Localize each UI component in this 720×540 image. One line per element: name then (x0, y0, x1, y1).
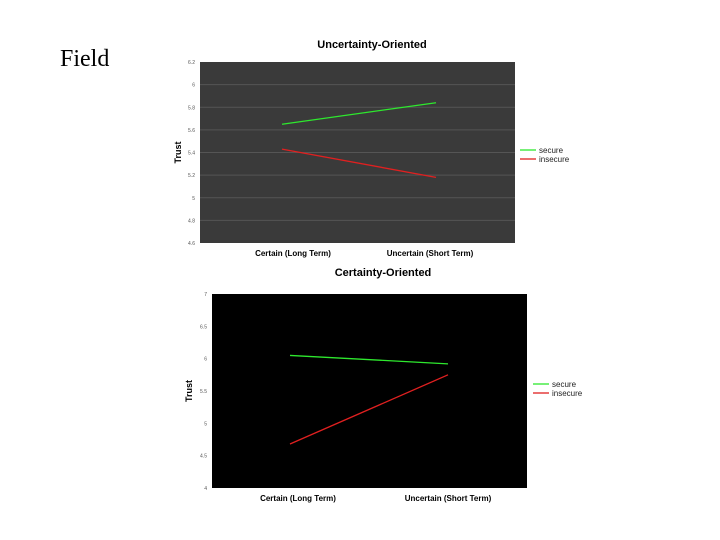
legend-label-insecure: insecure (539, 155, 570, 164)
y-tick-label: 7 (204, 292, 207, 298)
y-tick-label: 5.4 (188, 151, 195, 157)
legend-label-secure: secure (539, 146, 564, 155)
slide-title: Field (60, 46, 110, 72)
y-tick-label: 4.5 (200, 454, 207, 460)
y-tick-label: 5 (204, 421, 207, 427)
chart-title: Certainty-Oriented (335, 267, 432, 279)
y-tick-label: 6 (192, 83, 195, 89)
chart-title: Uncertainty-Oriented (317, 39, 426, 51)
y-tick-label: 5.5 (200, 389, 207, 395)
plot-area (212, 294, 527, 488)
y-tick-label: 6.2 (188, 60, 195, 66)
y-axis-label: Trust (184, 380, 194, 402)
y-tick-label: 5 (192, 196, 195, 202)
y-tick-label: 6.5 (200, 324, 207, 330)
legend-label-insecure: insecure (552, 389, 583, 398)
series-line-insecure (289, 374, 449, 445)
y-tick-label: 6 (204, 357, 207, 363)
y-tick-label: 4.6 (188, 241, 195, 247)
series-line-insecure (281, 148, 437, 179)
series-line-secure (281, 102, 437, 125)
y-tick-label: 4.8 (188, 218, 195, 224)
legend-label-secure: secure (552, 380, 577, 389)
x-category-label: Uncertain (Short Term) (405, 494, 492, 503)
y-tick-label: 4 (204, 486, 207, 492)
x-category-label: Certain (Long Term) (255, 249, 331, 258)
y-tick-label: 5.2 (188, 173, 195, 179)
y-tick-label: 5.6 (188, 128, 195, 134)
x-category-label: Certain (Long Term) (260, 494, 336, 503)
x-category-label: Uncertain (Short Term) (387, 249, 474, 258)
y-axis-label: Trust (173, 141, 183, 163)
series-line-secure (289, 354, 449, 365)
y-tick-label: 5.8 (188, 105, 195, 111)
